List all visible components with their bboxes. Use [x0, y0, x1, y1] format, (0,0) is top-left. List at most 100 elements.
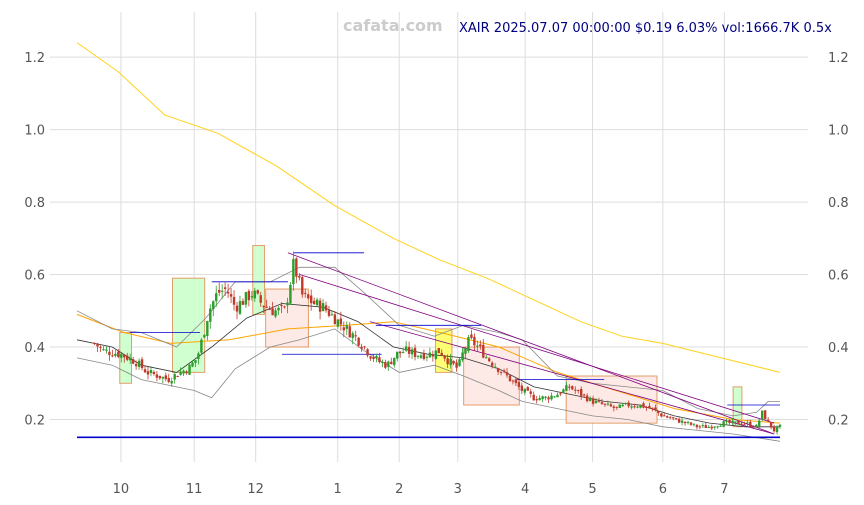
x-tick-label: 7 — [720, 482, 728, 497]
candle-body — [315, 299, 319, 306]
pattern-box — [565, 375, 658, 424]
candle-body — [425, 356, 429, 358]
candle-body — [493, 366, 497, 368]
candle-body — [559, 393, 562, 395]
moving-average-slow — [76, 42, 781, 373]
candle-body — [259, 295, 262, 303]
candle-body — [431, 354, 435, 357]
candle-body — [752, 426, 755, 428]
candle-body — [766, 419, 770, 422]
candle-body — [247, 291, 251, 301]
candle-body — [743, 423, 746, 425]
candle-body — [556, 394, 559, 398]
candle-body — [505, 372, 509, 376]
candle-body — [179, 371, 182, 375]
x-tick-label: 4 — [521, 482, 529, 497]
x-tick-label: 1 — [334, 482, 342, 497]
candle-body — [108, 351, 111, 356]
candle-body — [262, 305, 265, 308]
candle-body — [378, 357, 381, 363]
candle-body — [99, 346, 102, 348]
candle-body — [443, 355, 446, 359]
candle-body — [603, 403, 607, 405]
candle-body — [404, 346, 408, 351]
candle-body — [574, 389, 577, 391]
pattern-box — [171, 277, 206, 373]
candle-body — [105, 349, 108, 351]
trend-line — [299, 274, 775, 424]
candle-body — [514, 379, 518, 384]
candle-body — [93, 343, 96, 345]
candle-body — [636, 406, 639, 408]
candle-body — [642, 403, 645, 408]
candle-body — [238, 301, 242, 314]
band-lower — [76, 328, 781, 442]
x-tick-label: 10 — [113, 482, 130, 497]
candle-body — [173, 374, 176, 380]
candle-body — [268, 309, 271, 311]
candle-body — [517, 382, 521, 387]
candle-body — [467, 337, 470, 352]
candle-body — [677, 418, 681, 423]
candle-body — [372, 357, 375, 359]
candle-body — [722, 421, 725, 427]
candle-body — [529, 391, 532, 394]
candle-body — [250, 296, 254, 298]
candle-body — [778, 424, 782, 427]
candle-body — [657, 411, 660, 413]
candle-body — [398, 351, 402, 354]
candle-body — [339, 318, 343, 325]
candle-body — [710, 426, 713, 429]
candle-body — [461, 352, 464, 361]
candle-body — [740, 423, 743, 425]
candle-body — [746, 422, 749, 424]
x-tick-label: 6 — [659, 482, 667, 497]
candle-body — [396, 351, 399, 359]
candle-body — [381, 362, 384, 364]
candle-body — [137, 360, 141, 367]
candle-body — [716, 426, 719, 428]
x-tick-label: 11 — [186, 482, 203, 497]
candle-body — [639, 404, 642, 408]
candle-body — [149, 369, 153, 374]
candle-body — [289, 284, 292, 304]
candle-body — [345, 325, 348, 329]
candle-body — [123, 354, 126, 358]
candle-body — [701, 425, 705, 427]
candle-body — [508, 375, 512, 382]
grid — [50, 12, 808, 462]
pattern-boxes — [119, 245, 743, 428]
band-upper — [76, 266, 780, 417]
candle-body — [648, 405, 651, 409]
candle-body — [568, 386, 571, 388]
candle-body — [763, 410, 767, 420]
candle-body — [591, 398, 595, 404]
candle-body — [707, 426, 710, 428]
candle-body — [452, 360, 455, 364]
pattern-box — [732, 386, 743, 428]
candle-body — [366, 349, 369, 356]
candle-body — [502, 370, 506, 372]
candle-body — [422, 353, 426, 360]
candle-body — [185, 371, 188, 374]
candle-body — [758, 420, 761, 427]
candle-body — [286, 302, 289, 306]
candle-body — [440, 352, 443, 356]
candle-body — [194, 360, 197, 363]
x-tick-label: 5 — [588, 482, 596, 497]
candle-body — [235, 305, 239, 312]
candle-body — [360, 346, 363, 349]
pattern-box — [265, 288, 309, 348]
candle-body — [416, 355, 420, 357]
candle-body — [229, 294, 233, 297]
candle-body — [449, 358, 452, 366]
candle-body — [152, 371, 156, 374]
candle-body — [280, 305, 283, 307]
candles — [93, 251, 782, 435]
candle-body — [244, 292, 248, 305]
y-tick-label-left: 1.2 — [24, 51, 45, 66]
candle-body — [485, 357, 488, 359]
candle-body — [582, 394, 586, 396]
candle-body — [410, 349, 414, 355]
